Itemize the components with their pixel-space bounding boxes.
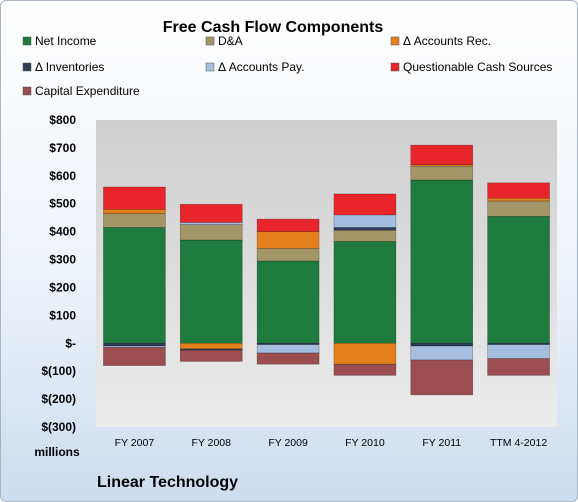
y-tick-label: $(100)	[41, 364, 76, 378]
y-tick-label: $100	[49, 308, 76, 322]
bar-questionable-cash-sources-fy-2010	[333, 193, 397, 216]
legend-swatch-net-income	[22, 36, 32, 46]
bar-d-a-fy-2007	[103, 213, 166, 228]
bar-questionable-cash-sources-fy-2011	[410, 144, 474, 165]
y-tick-label: $500	[49, 197, 76, 211]
bar-d-a-fy-2010	[333, 229, 397, 242]
legend-swatch-accounts-rec	[390, 36, 400, 46]
bar-d-a-fy-2011	[410, 165, 474, 181]
legend-swatch-d-a	[205, 36, 215, 46]
legend-label-accounts-pay: Δ Accounts Pay.	[218, 60, 305, 74]
y-axis-label: millions	[34, 445, 80, 459]
x-tick-label: FY 2008	[191, 437, 231, 449]
y-tick-label: $300	[49, 253, 76, 267]
legend: Net Income D&A Δ Accounts Rec. Δ Inventorie…	[22, 34, 552, 98]
chart-title: Free Cash Flow Components	[163, 19, 384, 36]
bar-accounts-rec-fy-2009	[256, 231, 320, 249]
bar-questionable-cash-sources-fy-2008	[179, 203, 243, 223]
bar-inventories-fy-2007	[103, 342, 166, 347]
bar-net-income-fy-2011	[410, 179, 474, 344]
x-tick-label: FY 2009	[268, 437, 308, 449]
bar-accounts-rec-fy-2007	[103, 209, 166, 214]
y-tick-label: $700	[49, 141, 76, 155]
bar-questionable-cash-sources-fy-2007	[103, 186, 166, 210]
x-axis: FY 2007 FY 2008 FY 2009 FY 2010 FY 2011 TTM 4…	[115, 437, 548, 449]
bar-accounts-pay-fy-2009	[256, 344, 320, 354]
bar-capital-expenditure-ttm-4-2012	[487, 358, 550, 376]
company-name: Linear Technology	[97, 474, 238, 491]
bar-d-a-fy-2009	[256, 248, 320, 262]
x-tick-label: FY 2007	[115, 437, 155, 449]
bar-capital-expenditure-fy-2010	[333, 363, 397, 376]
bar-accounts-rec-fy-2008	[179, 342, 243, 350]
bar-questionable-cash-sources-fy-2009	[256, 218, 320, 232]
legend-label-accounts-rec: Δ Accounts Rec.	[403, 34, 491, 48]
y-tick-label: $600	[49, 169, 76, 183]
bar-capital-expenditure-fy-2008	[179, 349, 243, 362]
bar-net-income-fy-2008	[179, 239, 243, 344]
legend-swatch-inventories	[22, 62, 32, 72]
bars	[103, 144, 550, 396]
bar-accounts-rec-fy-2010	[333, 342, 397, 365]
x-tick-label: TTM 4-2012	[490, 437, 547, 449]
bar-net-income-ttm-4-2012	[487, 215, 550, 344]
legend-label-inventories: Δ Inventories	[35, 60, 104, 74]
y-tick-label: $(300)	[41, 420, 76, 434]
y-tick-label: $(200)	[41, 392, 76, 406]
y-tick-label: $800	[49, 113, 76, 127]
legend-swatch-accounts-pay	[205, 62, 215, 72]
legend-label-net-income: Net Income	[35, 34, 97, 48]
y-axis: $(300) $(200) $(100) $- $100 $200 $300 $400 $500…	[41, 113, 76, 434]
bar-capital-expenditure-fy-2009	[256, 352, 320, 365]
bar-net-income-fy-2007	[103, 227, 166, 344]
bar-inventories-fy-2010	[333, 227, 397, 231]
legend-swatch-questionable-cash-sources	[390, 62, 400, 72]
legend-label-questionable-cash-sources: Questionable Cash Sources	[403, 60, 552, 74]
bar-d-a-ttm-4-2012	[487, 200, 550, 217]
bar-accounts-pay-fy-2010	[333, 214, 397, 228]
y-tick-label: $200	[49, 280, 76, 294]
y-tick-label: $-	[65, 336, 76, 350]
x-tick-label: FY 2010	[345, 437, 385, 449]
bar-questionable-cash-sources-ttm-4-2012	[487, 182, 550, 199]
x-tick-label: FY 2011	[422, 437, 461, 449]
bar-accounts-rec-ttm-4-2012	[487, 197, 550, 202]
legend-swatch-capital-expenditure	[22, 86, 32, 96]
bar-net-income-fy-2009	[256, 260, 320, 344]
legend-label-d-a: D&A	[218, 34, 243, 48]
plot-area	[96, 120, 557, 427]
bar-capital-expenditure-fy-2007	[103, 347, 166, 366]
bar-d-a-fy-2008	[179, 224, 243, 241]
bar-accounts-pay-ttm-4-2012	[487, 344, 550, 359]
bar-accounts-pay-fy-2011	[410, 345, 474, 361]
bar-accounts-pay-fy-2008	[179, 222, 243, 225]
bar-inventories-fy-2011	[410, 342, 474, 347]
bar-net-income-fy-2010	[333, 241, 397, 344]
y-tick-label: $400	[49, 225, 76, 239]
legend-label-capital-expenditure: Capital Expenditure	[35, 84, 140, 98]
bar-capital-expenditure-fy-2011	[410, 359, 474, 396]
